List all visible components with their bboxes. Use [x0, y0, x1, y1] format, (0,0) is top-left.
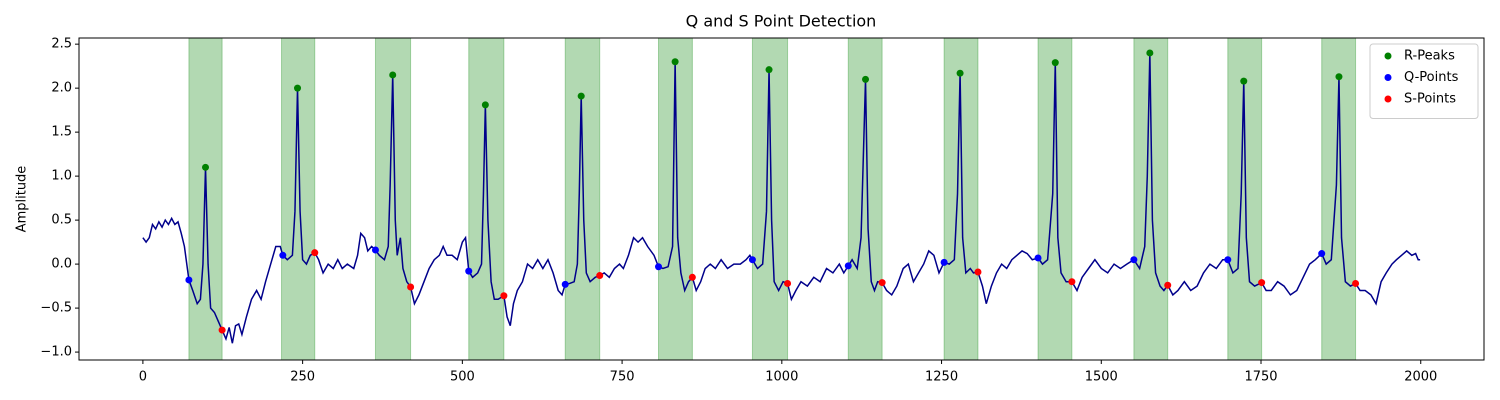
- legend-label: Q-Points: [1404, 70, 1459, 85]
- point: [974, 268, 982, 276]
- y-tick-label: 2.0: [51, 81, 72, 96]
- point: [311, 249, 319, 257]
- point: [1034, 254, 1042, 262]
- qs-span: [188, 37, 223, 361]
- point: [218, 326, 226, 334]
- chart-title: Q and S Point Detection: [686, 12, 877, 31]
- point: [577, 92, 585, 100]
- point: [1258, 279, 1266, 287]
- y-tick-label: 0.5: [51, 213, 72, 228]
- point: [1068, 278, 1076, 286]
- point: [1352, 279, 1360, 287]
- point: [1051, 59, 1059, 67]
- point: [956, 69, 964, 77]
- x-tick-label: 1250: [925, 370, 958, 385]
- legend-box: [1369, 43, 1479, 119]
- point: [500, 292, 508, 300]
- qs-span: [1227, 37, 1263, 361]
- point: [407, 283, 415, 291]
- point: [185, 276, 193, 284]
- point: [765, 66, 773, 74]
- x-tick-label: 1500: [1085, 370, 1118, 385]
- qs-span: [468, 37, 505, 361]
- legend-marker: [1384, 95, 1392, 103]
- point: [1130, 256, 1138, 264]
- point: [294, 84, 302, 92]
- point: [1146, 49, 1154, 57]
- x-tick-label: 1750: [1244, 370, 1277, 385]
- x-tick-label: 750: [610, 370, 635, 385]
- point: [389, 71, 397, 79]
- signal-line: [142, 52, 1421, 344]
- point: [862, 75, 870, 83]
- point: [465, 267, 473, 275]
- point: [279, 251, 287, 259]
- point: [561, 280, 569, 288]
- y-tick-label: 2.5: [51, 37, 72, 52]
- point: [596, 272, 604, 280]
- y-tick-label: 0.0: [51, 257, 72, 272]
- point: [1224, 256, 1232, 264]
- qs-span: [564, 37, 601, 361]
- legend-marker: [1384, 52, 1392, 60]
- y-tick-label: 1.0: [51, 169, 72, 184]
- point: [371, 246, 379, 254]
- point: [748, 256, 756, 264]
- y-tick-label: 1.5: [51, 125, 72, 140]
- plot-frame: [78, 37, 1485, 361]
- y-tick-label: −0.5: [40, 301, 72, 316]
- point: [1318, 250, 1326, 258]
- y-axis-label: Amplitude: [15, 166, 30, 233]
- point: [940, 258, 948, 266]
- point: [481, 101, 489, 109]
- point: [655, 263, 663, 271]
- point: [844, 262, 852, 270]
- y-tick-label: −1.0: [40, 345, 72, 360]
- point: [1240, 77, 1248, 85]
- point: [784, 279, 792, 287]
- point: [1164, 281, 1172, 289]
- point: [878, 279, 886, 287]
- qs-span: [943, 37, 979, 361]
- x-tick-label: 0: [139, 370, 147, 385]
- point: [1335, 73, 1343, 81]
- point: [688, 273, 696, 281]
- x-tick-label: 1000: [765, 370, 798, 385]
- point: [202, 163, 210, 171]
- x-tick-label: 2000: [1404, 370, 1437, 385]
- x-tick-label: 500: [450, 370, 475, 385]
- legend-marker: [1384, 74, 1392, 81]
- x-tick-label: 250: [290, 370, 315, 385]
- legend-label: S-Points: [1404, 92, 1456, 107]
- legend-label: R-Peaks: [1404, 49, 1455, 64]
- point: [671, 58, 679, 66]
